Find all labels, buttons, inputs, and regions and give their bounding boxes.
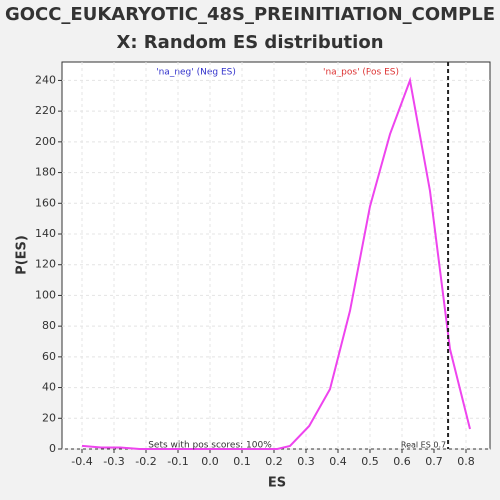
y-tick-label: 100 [35,288,56,301]
y-tick-label: 180 [35,166,56,179]
x-tick-label: 0.8 [457,455,475,468]
x-tick-label: 0.7 [425,455,443,468]
x-tick-label: -0.4 [71,455,92,468]
x-tick-label: 0.5 [361,455,379,468]
x-tick-label: -0.3 [103,455,124,468]
x-tick-label: 0.1 [233,455,251,468]
x-tick-label: 0.2 [265,455,283,468]
y-tick-label: 140 [35,227,56,240]
y-tick-label: 220 [35,104,56,117]
y-tick-label: 20 [42,411,56,424]
y-tick-label: 60 [42,350,56,363]
y-tick-label: 160 [35,196,56,209]
x-tick-label: -0.2 [135,455,156,468]
y-tick-label: 200 [35,135,56,148]
x-tick-label: 0.3 [297,455,315,468]
y-axis-label: P(ES) [15,235,30,275]
pos-label: 'na_pos' (Pos ES) [323,68,399,78]
x-tick-label: -0.1 [167,455,188,468]
x-axis-label: ES [268,476,286,491]
line [81,76,471,450]
plot-area [61,61,491,450]
x-tick-label: 0.6 [393,455,411,468]
y-tick-label: 240 [35,73,56,86]
y-tick-label: 120 [35,258,56,271]
neg-label: 'na_neg' (Neg ES) [156,68,236,78]
x-tick-label: 0.4 [329,455,347,468]
chart-title: GOCC_EUKARYOTIC_48S_PREINITIATION_COMPLE [5,4,495,25]
chart-title: X: Random ES distribution [116,32,383,53]
pos-scores-note: Sets with pos scores: 100% [148,441,272,451]
x-tick-label: 0.0 [201,455,219,468]
y-tick-label: 0 [49,442,56,455]
y-tick-label: 80 [42,319,56,332]
real-es-label: Real ES 0.7 [401,441,446,450]
y-tick-label: 40 [42,381,56,394]
